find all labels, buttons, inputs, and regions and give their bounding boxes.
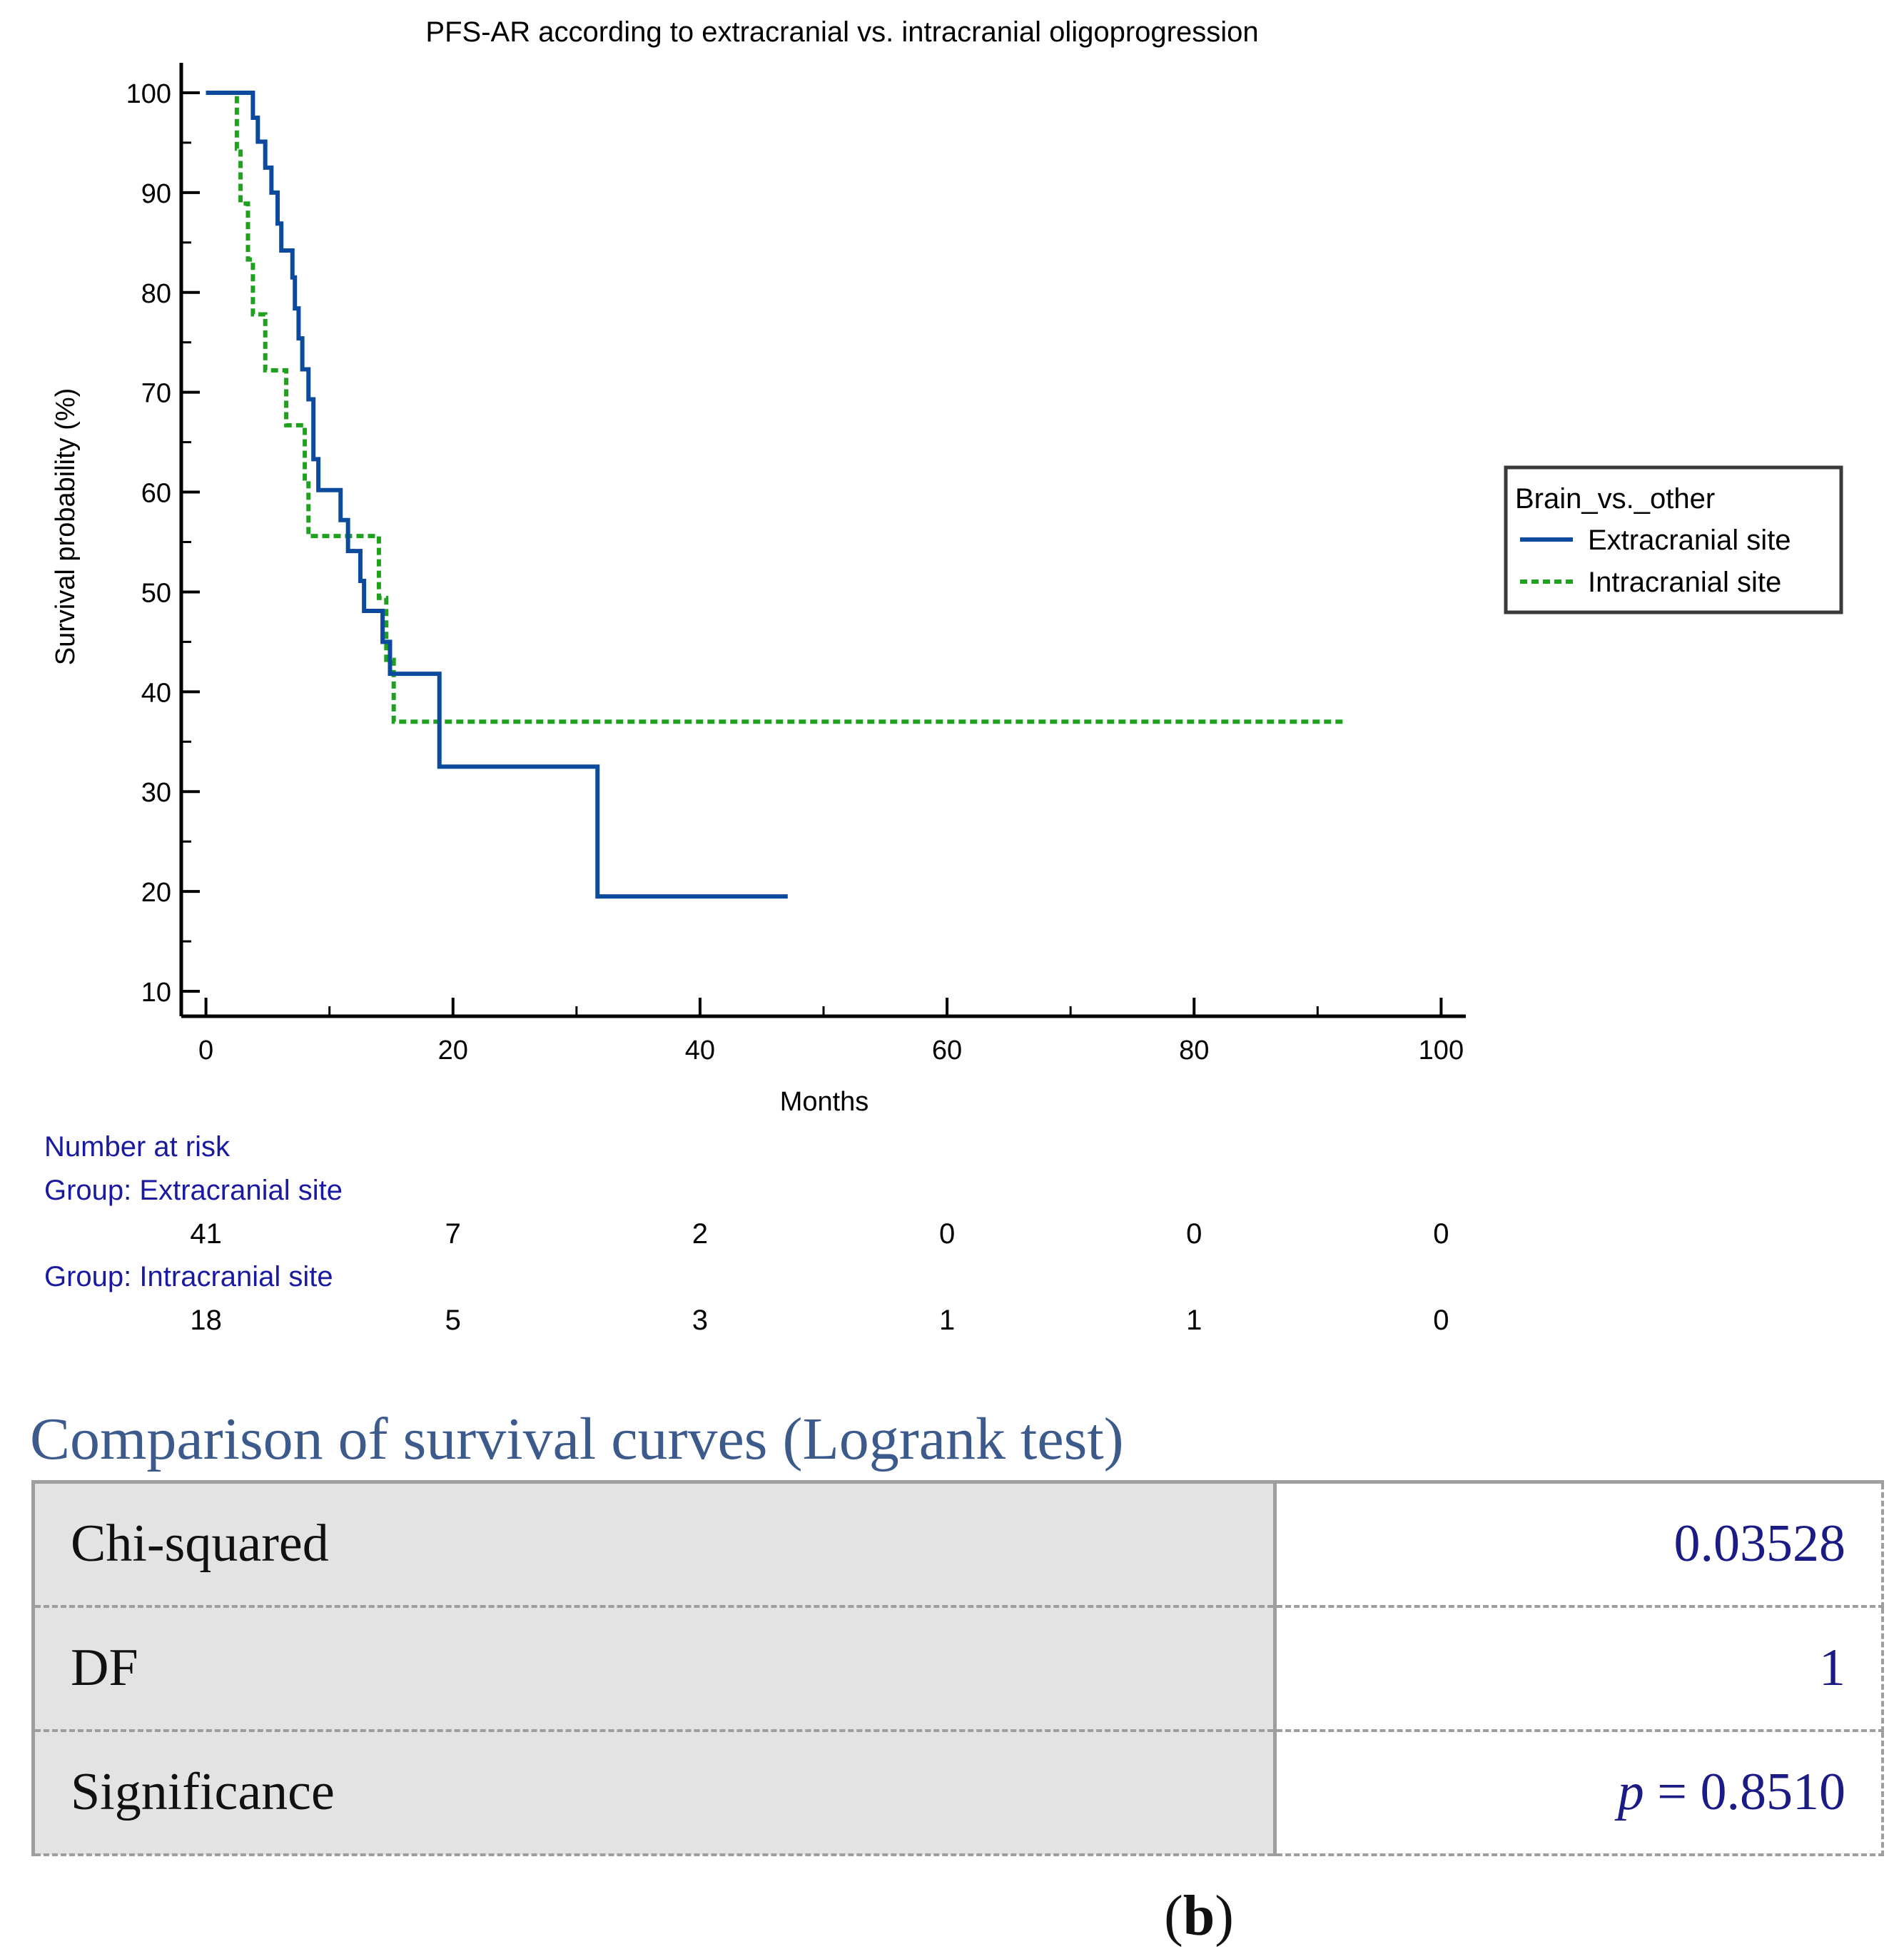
significance-label: Significance [31, 1728, 1277, 1856]
risk-count: 1 [1186, 1305, 1202, 1336]
risk-group-intracranial-label: Group: Intracranial site [44, 1261, 333, 1292]
risk-table: Number at risk Group: Extracranial site … [44, 1131, 1449, 1336]
risk-count: 5 [445, 1305, 461, 1336]
legend-entry-extracranial: Extracranial site [1588, 525, 1791, 556]
y-tick-label: 30 [141, 778, 171, 808]
series-layer [206, 90, 1345, 899]
y-axis-label: Survival probability (%) [51, 388, 81, 666]
risk-count: 2 [692, 1218, 708, 1250]
table-row: Significance p = 0.8510 [31, 1728, 1884, 1856]
series-extracranial [206, 90, 788, 899]
x-tick-label: 100 [1419, 1036, 1464, 1065]
x-tick-label: 60 [932, 1036, 962, 1065]
panel-open-paren: ( [1164, 1885, 1183, 1948]
legend: Brain_vs._other Extracranial site Intrac… [1504, 465, 1843, 614]
significance-value: p = 0.8510 [1273, 1728, 1884, 1856]
risk-row-extracranial: 41 7 2 0 0 0 [190, 1218, 1449, 1250]
y-tick-label: 20 [141, 878, 171, 908]
y-tick-label: 60 [141, 479, 171, 509]
risk-group-extracranial-label: Group: Extracranial site [44, 1175, 343, 1206]
panel-close-paren: ) [1215, 1885, 1234, 1948]
p-symbol: p [1617, 1763, 1644, 1821]
y-tick-label: 10 [141, 978, 171, 1008]
logrank-title: Comparison of survival curves (Logrank t… [30, 1406, 1124, 1472]
risk-count: 3 [692, 1305, 708, 1336]
risk-count: 0 [1433, 1305, 1449, 1336]
x-axis-label: Months [780, 1087, 869, 1117]
y-tick-label: 40 [141, 678, 171, 708]
panel-letter: b [1183, 1885, 1215, 1948]
x-tick-label: 0 [198, 1036, 213, 1065]
x-tick-label: 40 [685, 1036, 715, 1065]
legend-title: Brain_vs._other [1515, 483, 1715, 515]
panel-label: (b) [0, 1884, 1904, 1949]
chart-title: PFS-AR according to extracranial vs. int… [425, 16, 1258, 48]
y-tick-label: 80 [141, 279, 171, 309]
x-tick-label: 80 [1179, 1036, 1209, 1065]
axes: 0 20 40 60 80 100 10 20 30 40 50 60 70 80 90 100 [126, 63, 1466, 1065]
risk-count: 1 [939, 1305, 955, 1336]
risk-row-intracranial: 18 5 3 1 1 0 [190, 1305, 1449, 1336]
risk-count: 0 [1433, 1218, 1449, 1250]
risk-count: 7 [445, 1218, 461, 1250]
y-tick-label: 50 [141, 578, 171, 608]
risk-count: 18 [190, 1305, 222, 1336]
table-row: DF 1 [31, 1604, 1884, 1732]
df-value: 1 [1273, 1604, 1884, 1732]
p-value: = 0.8510 [1657, 1763, 1845, 1821]
y-tick-label: 90 [141, 179, 171, 209]
series-intracranial [206, 90, 1345, 724]
logrank-table: Chi-squared 0.03528 DF 1 Significance p … [31, 1480, 1884, 1856]
y-tick-label: 100 [126, 79, 171, 109]
y-tick-label: 70 [141, 379, 171, 409]
risk-count: 41 [190, 1218, 222, 1250]
risk-heading: Number at risk [44, 1131, 231, 1163]
chi-squared-label: Chi-squared [31, 1480, 1277, 1608]
legend-entry-intracranial: Intracranial site [1588, 567, 1781, 598]
x-tick-label: 20 [438, 1036, 468, 1065]
risk-count: 0 [939, 1218, 955, 1250]
km-chart: PFS-AR according to extracranial vs. int… [44, 16, 1843, 1336]
table-row: Chi-squared 0.03528 [31, 1480, 1884, 1608]
risk-count: 0 [1186, 1218, 1202, 1250]
df-label: DF [31, 1604, 1277, 1732]
chi-squared-value: 0.03528 [1273, 1480, 1884, 1608]
